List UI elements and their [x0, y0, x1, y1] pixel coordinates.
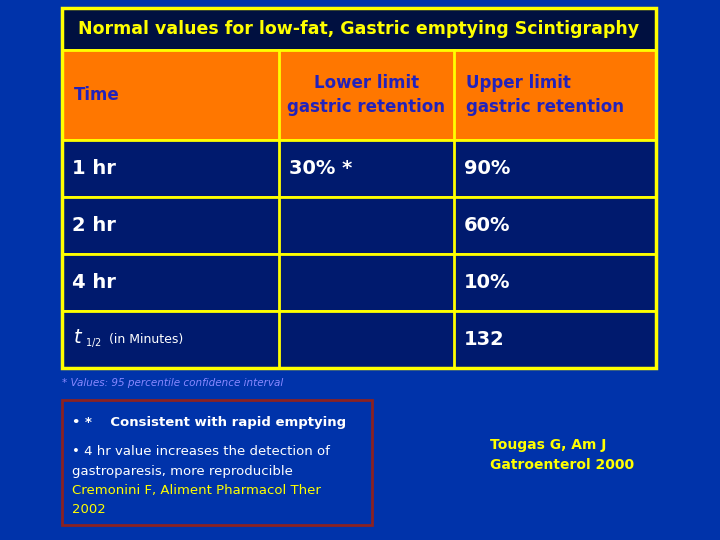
Text: 90%: 90% [464, 159, 510, 178]
Text: 1 hr: 1 hr [72, 159, 116, 178]
Bar [62, 140, 656, 197]
Bar [62, 311, 656, 368]
Text: 2002: 2002 [72, 503, 106, 516]
Bar [62, 400, 372, 525]
Bar [62, 197, 656, 254]
Text: Normal values for low-fat, Gastric emptying Scintigraphy: Normal values for low-fat, Gastric empty… [78, 20, 639, 38]
Text: * Values: 95 percentile confidence interval: * Values: 95 percentile confidence inter… [62, 378, 283, 388]
Text: 30% *: 30% * [289, 159, 352, 178]
Text: gastroparesis, more reproducible: gastroparesis, more reproducible [72, 465, 293, 478]
Text: 4 hr: 4 hr [72, 273, 116, 292]
Bar [62, 50, 656, 140]
Text: 10%: 10% [464, 273, 510, 292]
Text: (in Minutes): (in Minutes) [105, 333, 184, 346]
Bar [62, 311, 656, 368]
Bar [62, 50, 656, 140]
Text: $_{1/2}$: $_{1/2}$ [85, 336, 102, 350]
Bar [62, 197, 656, 254]
Text: 132: 132 [464, 330, 505, 349]
Bar [62, 400, 372, 525]
Text: • 4 hr value increases the detection of: • 4 hr value increases the detection of [72, 445, 330, 458]
Text: 60%: 60% [464, 216, 510, 235]
Text: Cremonini F, Aliment Pharmacol Ther: Cremonini F, Aliment Pharmacol Ther [72, 484, 321, 497]
Bar [62, 140, 656, 197]
Bar [62, 254, 656, 311]
Text: Tougas G, Am J
Gatroenterol 2000: Tougas G, Am J Gatroenterol 2000 [490, 438, 634, 472]
Bar [62, 8, 656, 368]
Text: Time: Time [74, 86, 120, 104]
Bar [62, 254, 656, 311]
Text: 2 hr: 2 hr [72, 216, 116, 235]
Bar [62, 8, 656, 50]
Text: Lower limit
gastric retention: Lower limit gastric retention [287, 74, 446, 116]
Text: • *    Consistent with rapid emptying: • * Consistent with rapid emptying [72, 416, 346, 429]
Text: $\it{t}$: $\it{t}$ [73, 328, 84, 347]
Text: Upper limit
gastric retention: Upper limit gastric retention [466, 74, 624, 116]
Bar [62, 8, 656, 50]
